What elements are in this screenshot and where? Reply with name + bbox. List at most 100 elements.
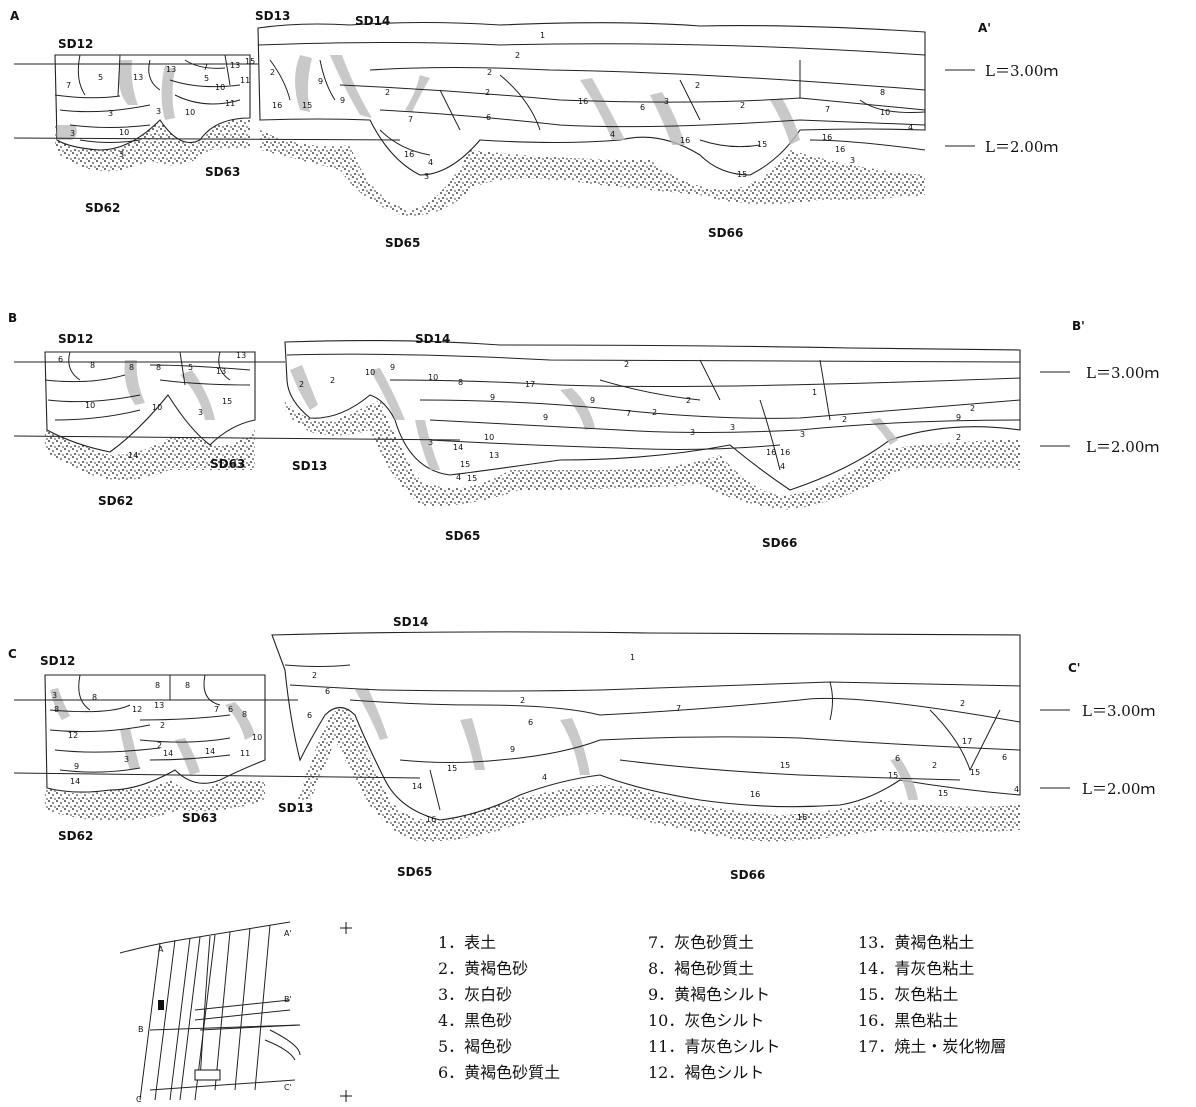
layer-number: 8 <box>92 693 97 702</box>
layer-number: 8 <box>54 705 59 714</box>
layer-number: 16 <box>272 101 282 110</box>
legend-item: 12．褐色シルト <box>648 1063 764 1082</box>
feature-label: SD13 <box>255 9 290 23</box>
layer-number: 3 <box>119 150 124 159</box>
layer-number: 8 <box>458 378 463 387</box>
layer-number: 2 <box>330 376 335 385</box>
layer-number: 9 <box>543 413 548 422</box>
layer-number: 14 <box>412 782 422 791</box>
legend-item: 11．青灰色シルト <box>648 1037 780 1056</box>
layer-number: 16 <box>680 136 690 145</box>
layer-number: 4 <box>542 773 547 782</box>
feature-label: SD65 <box>397 865 432 879</box>
layer-number: 10 <box>215 83 225 92</box>
layer-number: 4 <box>428 158 433 167</box>
section-start-label: B <box>8 311 17 325</box>
layer-number: 9 <box>74 762 79 771</box>
layer-number: 16 <box>780 448 790 457</box>
layer-number: 10 <box>119 128 129 137</box>
layer-number: 4 <box>908 123 913 132</box>
layer-number: 2 <box>960 699 965 708</box>
layer-number: 15 <box>460 460 470 469</box>
layer-number: 4 <box>780 462 785 471</box>
feature-label: SD66 <box>730 868 765 882</box>
layer-number: 13 <box>133 73 143 82</box>
layer-number: 9 <box>956 413 961 422</box>
layer-number: 8 <box>155 681 160 690</box>
section-end-label: C' <box>1068 661 1080 675</box>
legend-item: 7．灰色砂質土 <box>648 933 754 952</box>
layer-number: 15 <box>970 768 980 777</box>
layer-number: 17 <box>525 380 535 389</box>
layer-number: 16 <box>404 150 414 159</box>
layer-number: 2 <box>842 415 847 424</box>
layer-number: 2 <box>740 101 745 110</box>
feature-label: SD63 <box>182 811 217 825</box>
layer-number: 3 <box>70 129 75 138</box>
feature-label: SD62 <box>98 494 133 508</box>
feature-label: SD65 <box>385 236 420 250</box>
layer-number: 15 <box>938 789 948 798</box>
layer-number: 16 <box>797 813 807 822</box>
layer-number: 1 <box>630 653 635 662</box>
layer-number: 13 <box>230 61 240 70</box>
layer-number: 3 <box>664 97 669 106</box>
layer-number: 3 <box>690 428 695 437</box>
layer-number: 13 <box>154 701 164 710</box>
layer-number: 6 <box>325 687 330 696</box>
layer-number: 8 <box>242 710 247 719</box>
layer-number: 4 <box>456 473 461 482</box>
layer-number: 2 <box>485 88 490 97</box>
elevation-label: L＝3.00ｍ <box>1082 702 1155 720</box>
layer-number: 9 <box>490 393 495 402</box>
layer-number: 15 <box>222 397 232 406</box>
layer-number: 7 <box>408 115 413 124</box>
elevation-label: L＝2.00ｍ <box>985 138 1058 156</box>
layer-number: 6 <box>486 113 491 122</box>
layer-number: 2 <box>932 761 937 770</box>
layer-number: 10 <box>484 433 494 442</box>
feature-label: SD14 <box>393 615 428 629</box>
labels-layer: A A' SD12 SD13 SD14 SD62 SD63 SD65 SD66 L＝3.00ｍ L＝… <box>8 9 1159 1104</box>
layer-number: 11 <box>240 749 250 758</box>
layer-number: 5 <box>188 363 193 372</box>
layer-number: 14 <box>70 777 80 786</box>
layer-number: 12 <box>132 705 142 714</box>
layer-number: 9 <box>590 396 595 405</box>
legend-item: 2．黄褐色砂 <box>438 959 528 978</box>
layer-number: 17 <box>962 737 972 746</box>
section-end-label: A' <box>978 21 991 35</box>
feature-label: SD14 <box>415 332 450 346</box>
layer-number: 14 <box>163 749 173 758</box>
layer-number: 9 <box>340 96 345 105</box>
layer-number: 3 <box>108 109 113 118</box>
layer-number: 8 <box>880 88 885 97</box>
layer-number: 7 <box>626 409 631 418</box>
layer-number: 13 <box>216 367 226 376</box>
key-map-label: A <box>158 945 164 954</box>
layer-number: 3 <box>52 691 57 700</box>
layer-number: 7 <box>676 704 681 713</box>
layer-number: 2 <box>270 68 275 77</box>
layer-number: 7 <box>203 63 208 72</box>
key-map-label: C <box>136 1095 142 1104</box>
layer-number: 6 <box>228 705 233 714</box>
key-map-label: A' <box>284 929 292 938</box>
feature-label: SD12 <box>58 37 93 51</box>
layer-number: 14 <box>205 747 215 756</box>
layer-number: 7 <box>66 81 71 90</box>
layer-number: 16 <box>750 790 760 799</box>
layer-number: 7 <box>214 705 219 714</box>
layer-number: 15 <box>737 170 747 179</box>
legend-item: 16．黒色粘土 <box>858 1011 958 1030</box>
feature-label: SD66 <box>762 536 797 550</box>
layer-number: 2 <box>956 433 961 442</box>
layer-number: 10 <box>85 401 95 410</box>
layer-number: 8 <box>129 363 134 372</box>
feature-label: SD12 <box>58 332 93 346</box>
layer-number: 16 <box>766 448 776 457</box>
layer-number: 13 <box>166 65 176 74</box>
key-map-label: B' <box>284 995 292 1004</box>
layer-number: 2 <box>624 360 629 369</box>
